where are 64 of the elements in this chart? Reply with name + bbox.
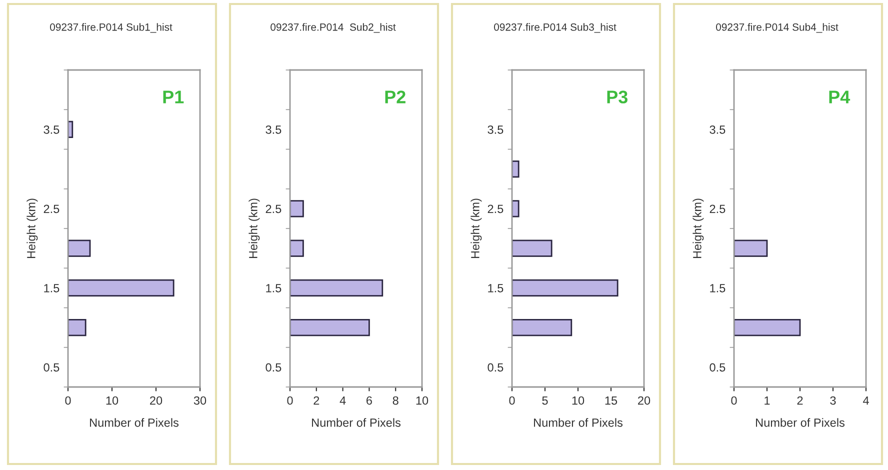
x-tick-label: 4 — [862, 396, 869, 405]
x-tick-label: 10 — [572, 396, 584, 405]
x-tick-label: 15 — [605, 396, 618, 405]
y-tick-label: 2.5 — [488, 204, 504, 214]
x-tick-label: 0 — [731, 396, 737, 405]
x-tick-label: 0 — [287, 396, 293, 405]
y-tick-label: 0.5 — [266, 363, 282, 372]
bar — [290, 279, 384, 297]
bar — [512, 318, 572, 336]
y-tick-label: 1.5 — [488, 284, 504, 292]
x-tick-label: 1 — [764, 396, 770, 405]
bar — [290, 318, 370, 336]
y-tick-label: 1.5 — [710, 284, 726, 292]
x-axis-title: Number of Pixels — [312, 418, 401, 427]
x-tick-label: 30 — [194, 396, 206, 405]
x-tick-label: 6 — [366, 396, 372, 405]
annotation: P3 — [607, 90, 628, 104]
bar — [68, 240, 91, 257]
x-axis-title: Number of Pixels — [90, 418, 179, 427]
y-tick-label: 2.5 — [710, 204, 726, 214]
x-axis-title: Number of Pixels — [534, 418, 623, 427]
x-tick-label: 4 — [340, 396, 346, 405]
y-tick-label: 3.5 — [44, 125, 60, 134]
bar — [512, 240, 552, 257]
chart-title: 09237.fire.P014 Sub3_hist — [494, 23, 616, 33]
y-tick-label: 0.5 — [710, 363, 726, 372]
bar — [512, 200, 520, 218]
x-tick-label: 3 — [830, 396, 836, 405]
y-tick-label: 1.5 — [44, 284, 60, 292]
chart-title: 09237.fire.P014 Sub2_hist — [270, 23, 396, 33]
x-tick-label: 2 — [314, 396, 320, 405]
x-tick-label: 8 — [392, 396, 398, 405]
x-tick-label: 10 — [416, 396, 428, 405]
bar — [290, 200, 304, 218]
x-tick-label: 0 — [509, 396, 515, 405]
y-axis-title: Height (km) — [26, 198, 38, 258]
chart-title: 09237.fire.P014 Sub1_hist — [50, 23, 172, 33]
annotation: P1 — [163, 90, 184, 104]
y-tick-label: 0.5 — [44, 363, 60, 372]
y-axis-title: Height (km) — [248, 198, 260, 258]
y-tick-label: 2.5 — [266, 204, 282, 214]
y-tick-label: 3.5 — [710, 125, 726, 134]
annotation: P4 — [829, 90, 850, 104]
x-axis-title: Number of Pixels — [756, 418, 845, 427]
x-tick-label: 0 — [65, 396, 71, 405]
y-tick-label: 3.5 — [266, 125, 282, 134]
bar — [68, 279, 174, 297]
bar — [512, 279, 618, 297]
bar — [68, 318, 86, 336]
x-tick-label: 20 — [150, 396, 162, 405]
bar — [290, 240, 304, 257]
y-tick-label: 1.5 — [266, 284, 282, 292]
x-tick-label: 10 — [106, 396, 118, 405]
x-tick-label: 2 — [797, 396, 803, 405]
bar — [512, 160, 520, 178]
y-tick-label: 0.5 — [488, 363, 504, 372]
chart-title: 09237.fire.P014 Sub4_hist — [716, 23, 838, 33]
y-axis-title: Height (km) — [692, 198, 704, 258]
x-tick-label: 20 — [638, 396, 650, 405]
annotation: P2 — [385, 90, 406, 104]
x-tick-label: 5 — [542, 396, 548, 405]
y-tick-label: 3.5 — [488, 125, 504, 134]
y-axis-title: Height (km) — [470, 198, 482, 258]
y-tick-label: 2.5 — [44, 204, 60, 214]
